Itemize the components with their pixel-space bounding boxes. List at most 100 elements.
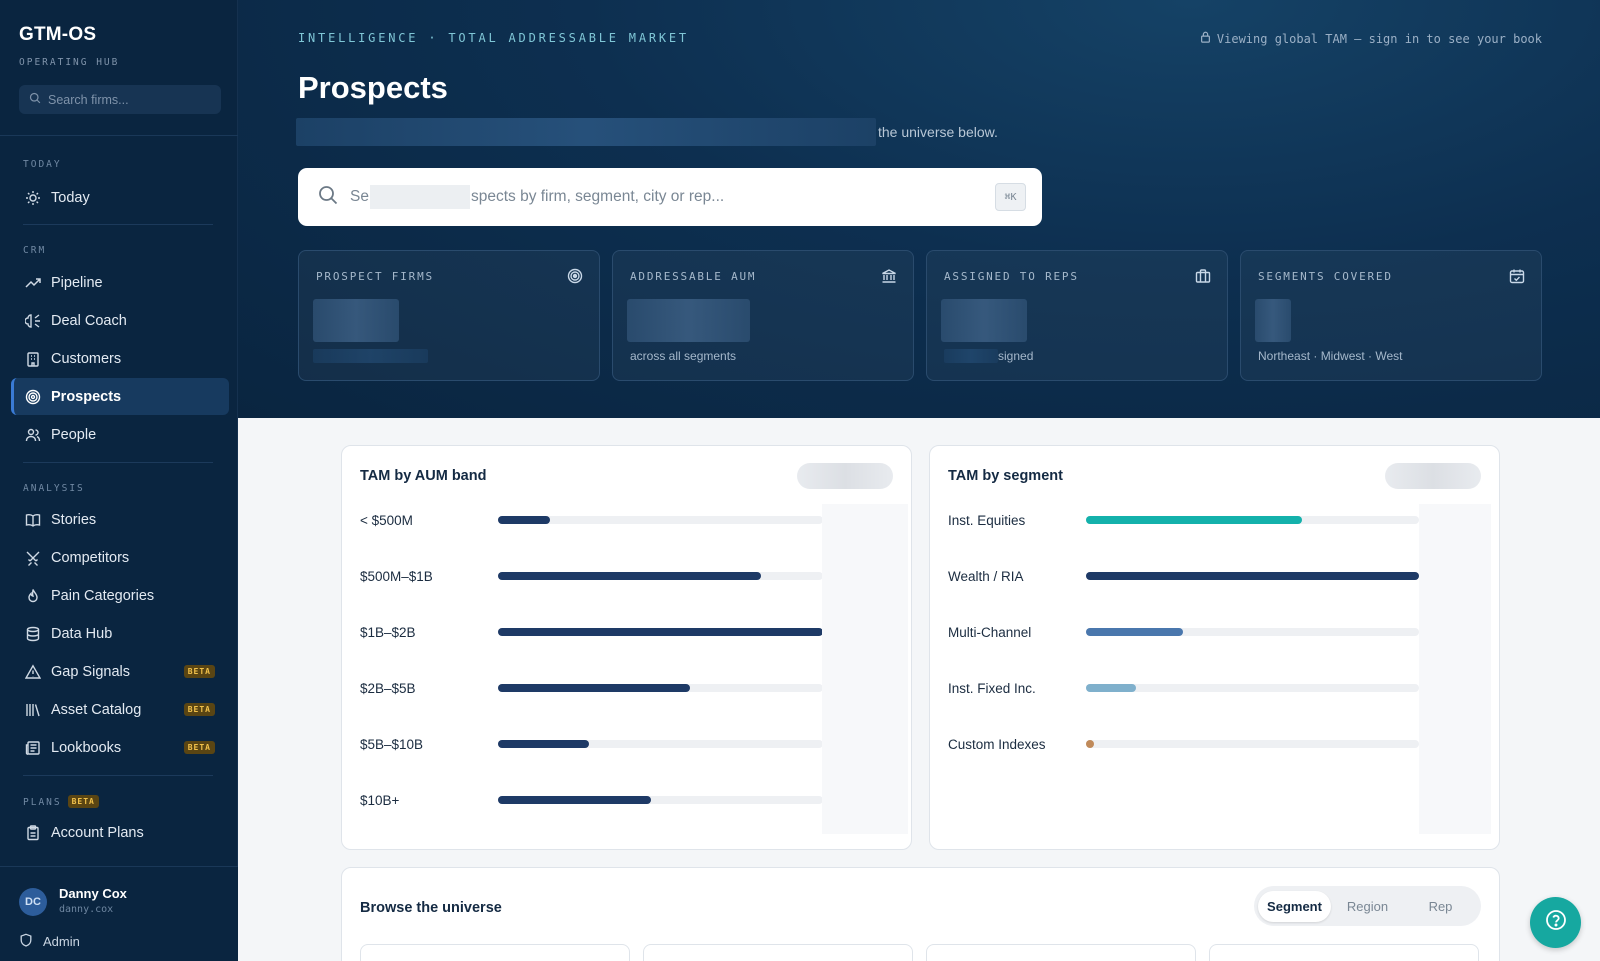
brand-logo[interactable]: GTM-OS (19, 24, 97, 45)
beta-badge: BETA (183, 703, 215, 716)
sidebar-item-today[interactable]: Today (11, 179, 229, 216)
bar-label: Wealth / RIA (948, 568, 1024, 584)
tam-by-aum-card: TAM by AUM band < $500M $500M–$1B $1B–$2B $… (341, 445, 912, 850)
bar-row[interactable]: Inst. Equities (948, 510, 1419, 530)
bar-track (498, 516, 823, 524)
bar-label: $2B–$5B (360, 680, 416, 696)
trend-icon (24, 274, 41, 291)
beta-badge: BETA (183, 741, 215, 754)
bar-row[interactable]: $5B–$10B (360, 734, 823, 754)
divider (23, 224, 213, 225)
bar-label: $500M–$1B (360, 568, 433, 584)
bar-track (498, 796, 823, 804)
viewing-notice-text: Viewing global TAM — sign in to see your… (1216, 31, 1542, 46)
sidebar-item-pain-categories[interactable]: Pain Categories (11, 577, 229, 614)
kpi-card-addressable-aum: ADDRESSABLE AUM across all segments (612, 250, 914, 381)
page-title: Prospects (298, 70, 448, 105)
section-analysis-label: ANALYSIS (23, 483, 85, 494)
bank-icon (881, 268, 897, 284)
sidebar-item-asset-catalog[interactable]: Asset Catalog BETA (11, 691, 229, 728)
kpi-label: ADDRESSABLE AUM (630, 270, 757, 283)
redacted-text (369, 185, 470, 209)
sidebar-search-input[interactable]: Search firms... (19, 85, 221, 114)
bar-label: Custom Indexes (948, 736, 1046, 752)
bar-fill (498, 572, 762, 580)
lock-icon (1200, 31, 1211, 46)
shield-icon (19, 933, 33, 950)
bar-row[interactable]: $10B+ (360, 790, 823, 810)
bar-row[interactable]: $1B–$2B (360, 622, 823, 642)
library-icon (24, 701, 41, 718)
section-crm-label: CRM (23, 245, 47, 256)
bar-row[interactable]: < $500M (360, 510, 823, 530)
tab-region[interactable]: Region (1346, 898, 1389, 914)
browse-tile[interactable] (360, 944, 630, 961)
avatar[interactable]: DC (19, 888, 47, 916)
sidebar-item-lookbooks[interactable]: Lookbooks BETA (11, 729, 229, 766)
bar-row[interactable]: Wealth / RIA (948, 566, 1419, 586)
sidebar: GTM-OS OPERATING HUB Search firms... TOD… (0, 0, 238, 961)
bar-track (498, 684, 823, 692)
bar-fill (1086, 684, 1136, 692)
bar-label: $1B–$2B (360, 624, 416, 640)
divider (23, 462, 213, 463)
redacted-pill (1385, 463, 1481, 489)
sidebar-item-label: Deal Coach (51, 312, 127, 329)
bar-row[interactable]: Inst. Fixed Inc. (948, 678, 1419, 698)
kpi-sub: signed (998, 349, 1034, 363)
sidebar-item-label: Gap Signals (51, 663, 130, 680)
kpi-value-redacted (627, 299, 750, 342)
bar-track (498, 572, 823, 580)
sidebar-item-account-plans[interactable]: Account Plans (11, 814, 229, 851)
help-icon (1545, 909, 1567, 936)
sidebar-item-label: Data Hub (51, 625, 113, 642)
sidebar-item-competitors[interactable]: Competitors (11, 539, 229, 576)
bar-label: $5B–$10B (360, 736, 424, 752)
admin-link[interactable]: Admin (19, 933, 80, 950)
viewing-notice[interactable]: Viewing global TAM — sign in to see your… (1200, 31, 1542, 46)
sidebar-item-deal-coach[interactable]: Deal Coach (11, 302, 229, 339)
sidebar-item-data-hub[interactable]: Data Hub (11, 615, 229, 652)
redacted-values-column (1419, 504, 1491, 834)
briefcase-icon (1195, 268, 1211, 284)
prospect-search-input[interactable]: Se spects by firm, segment, city or rep.… (298, 168, 1042, 226)
kpi-value-redacted (1255, 299, 1291, 342)
browse-tile[interactable] (1209, 944, 1479, 961)
sidebar-item-stories[interactable]: Stories (11, 501, 229, 538)
browse-tile[interactable] (926, 944, 1196, 961)
bar-fill (1086, 740, 1094, 748)
sidebar-item-label: Asset Catalog (51, 701, 142, 718)
breadcrumb: INTELLIGENCE · TOTAL ADDRESSABLE MARKET (298, 31, 689, 45)
sidebar-item-gap-signals[interactable]: Gap Signals BETA (11, 653, 229, 690)
beta-badge: BETA (67, 795, 99, 808)
target-icon (567, 268, 583, 284)
user-profile[interactable]: DC Danny Cox danny.cox Admin (0, 866, 238, 961)
help-button[interactable] (1530, 897, 1581, 948)
bar-row[interactable]: $2B–$5B (360, 678, 823, 698)
beta-badge: BETA (183, 665, 215, 678)
search-icon (318, 185, 338, 210)
bar-label: Inst. Equities (948, 512, 1026, 528)
bar-row[interactable]: Multi-Channel (948, 622, 1419, 642)
kpi-value-redacted (941, 299, 1027, 342)
kpi-label: SEGMENTS COVERED (1258, 270, 1393, 283)
bar-row[interactable]: $500M–$1B (360, 566, 823, 586)
sidebar-item-customers[interactable]: Customers (11, 340, 229, 377)
bar-label: < $500M (360, 512, 413, 528)
tab-segment[interactable]: Segment (1258, 890, 1331, 922)
redacted-values-column (822, 504, 908, 834)
bar-fill (498, 628, 823, 636)
bar-track (1086, 516, 1419, 524)
kpi-card-assigned-to-reps: ASSIGNED TO REPS signed (926, 250, 1228, 381)
divider (23, 775, 213, 776)
kpi-sub-container: signed (944, 349, 1033, 363)
sidebar-item-prospects[interactable]: Prospects (11, 378, 229, 415)
sidebar-search-placeholder: Search firms... (48, 92, 129, 107)
bar-row[interactable]: Custom Indexes (948, 734, 1419, 754)
sidebar-item-pipeline[interactable]: Pipeline (11, 264, 229, 301)
people-icon (24, 426, 41, 443)
sidebar-item-people[interactable]: People (11, 416, 229, 453)
kpi-label: PROSPECT FIRMS (316, 270, 434, 283)
browse-tile[interactable] (643, 944, 913, 961)
tab-rep[interactable]: Rep (1428, 898, 1453, 914)
